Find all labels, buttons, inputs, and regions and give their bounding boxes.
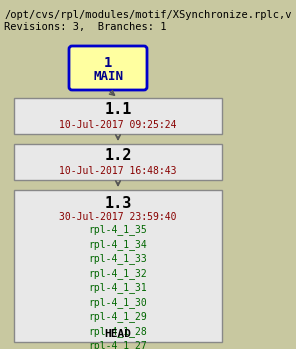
FancyBboxPatch shape xyxy=(69,46,147,90)
Text: rpl-4_1_29: rpl-4_1_29 xyxy=(89,312,147,322)
Text: rpl-4_1_33: rpl-4_1_33 xyxy=(89,253,147,265)
Text: rpl-4_1_30: rpl-4_1_30 xyxy=(89,297,147,308)
Text: 10-Jul-2017 09:25:24: 10-Jul-2017 09:25:24 xyxy=(59,120,177,130)
Text: rpl-4_1_35: rpl-4_1_35 xyxy=(89,224,147,236)
Text: 10-Jul-2017 16:48:43: 10-Jul-2017 16:48:43 xyxy=(59,166,177,176)
Text: rpl-4_1_34: rpl-4_1_34 xyxy=(89,239,147,250)
Text: /opt/cvs/rpl/modules/motif/XSynchronize.rplc,v: /opt/cvs/rpl/modules/motif/XSynchronize.… xyxy=(4,10,292,20)
Text: rpl-4_1_32: rpl-4_1_32 xyxy=(89,268,147,279)
Bar xyxy=(14,144,222,180)
Text: Revisions: 3,  Branches: 1: Revisions: 3, Branches: 1 xyxy=(4,22,166,32)
Bar xyxy=(14,98,222,134)
Text: 30-Jul-2017 23:59:40: 30-Jul-2017 23:59:40 xyxy=(59,212,177,222)
Text: HEAD: HEAD xyxy=(104,329,131,339)
Text: 1.3: 1.3 xyxy=(104,196,132,211)
Text: rpl-4_1_31: rpl-4_1_31 xyxy=(89,283,147,294)
Text: 1.1: 1.1 xyxy=(104,103,132,118)
Text: rpl-4_1_27: rpl-4_1_27 xyxy=(89,341,147,349)
Text: 1: 1 xyxy=(104,56,112,70)
Bar xyxy=(14,190,222,342)
Text: rpl-4_1_28: rpl-4_1_28 xyxy=(89,326,147,337)
Text: 1.2: 1.2 xyxy=(104,149,132,163)
Text: MAIN: MAIN xyxy=(93,70,123,83)
